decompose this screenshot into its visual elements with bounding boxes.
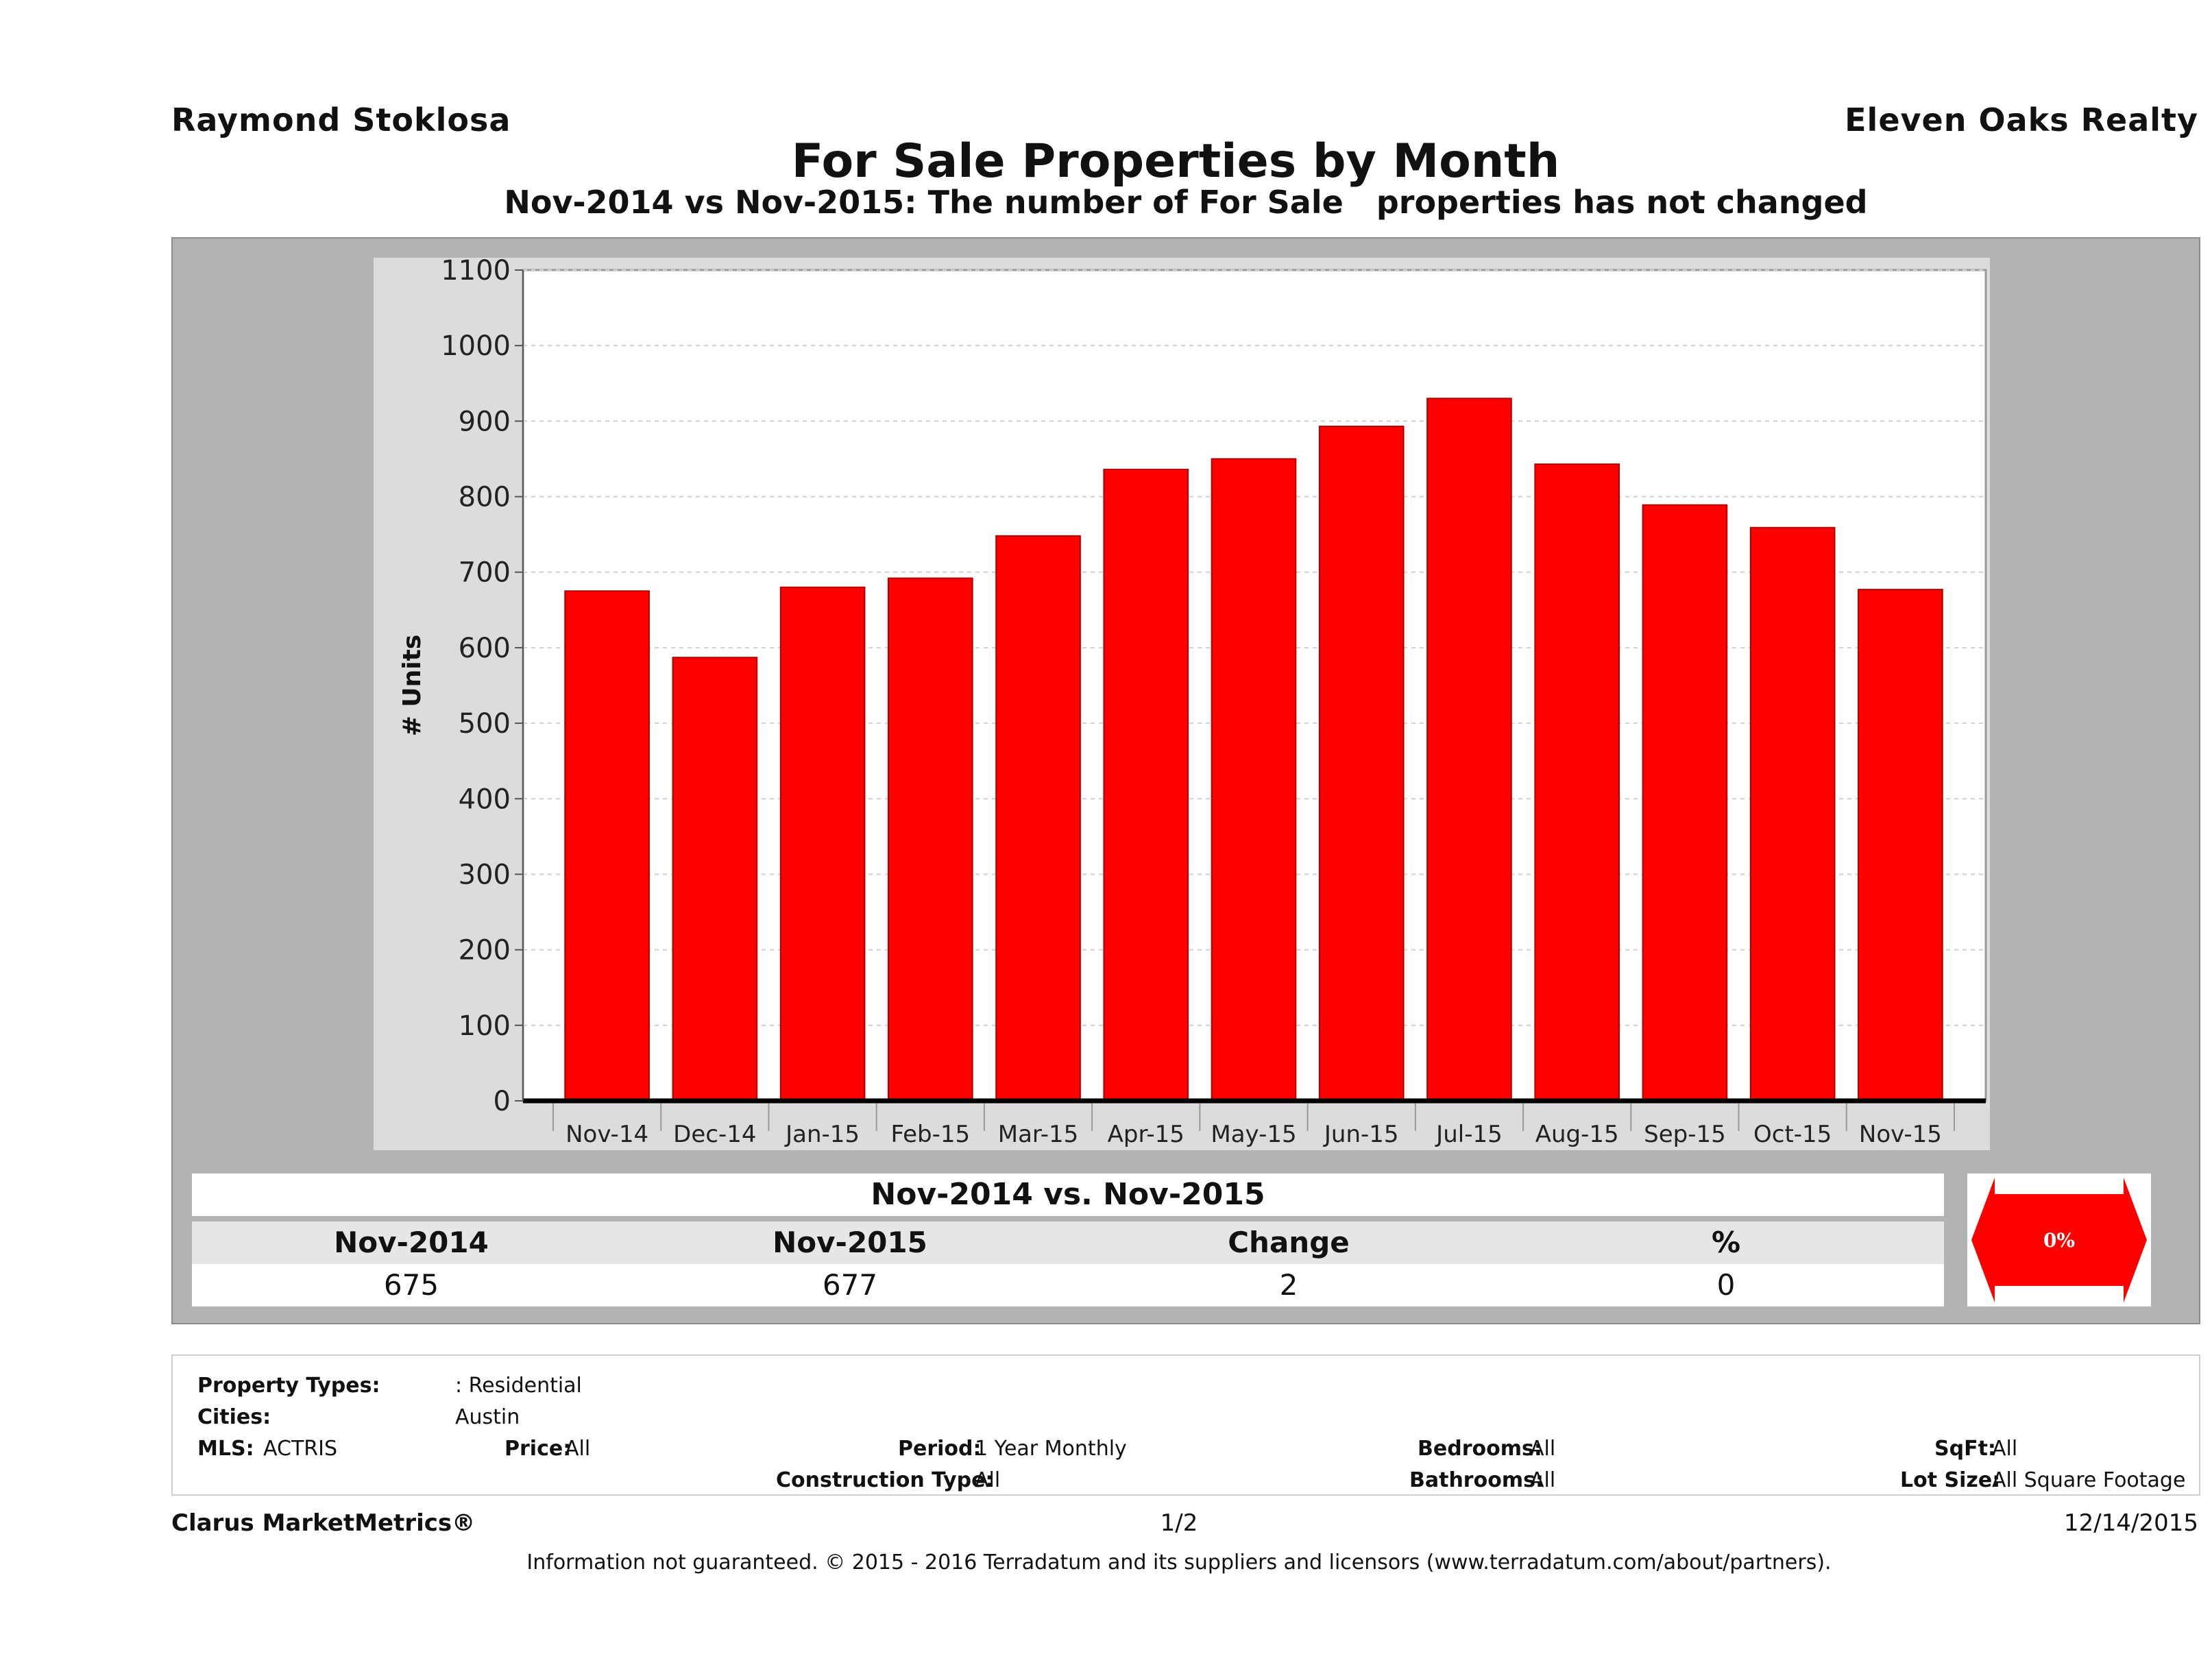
x-tick-label: Apr-15 (1108, 1121, 1184, 1148)
summary-col2-value: 677 (822, 1268, 878, 1302)
disclaimer: Information not guaranteed. © 2015 - 201… (526, 1551, 1832, 1574)
period-value: 1 Year Monthly (975, 1437, 1127, 1461)
bathrooms-label: Bathrooms: (1409, 1468, 1544, 1492)
y-tick-label: 400 (459, 783, 511, 815)
y-tick-label: 300 (459, 859, 511, 890)
price-value: All (565, 1437, 591, 1461)
summary-col1-value: 675 (383, 1268, 439, 1302)
y-tick-label: 800 (459, 482, 511, 513)
bar (1426, 398, 1512, 1102)
bar (995, 535, 1081, 1102)
y-tick-label: 100 (459, 1010, 511, 1042)
page-title: For Sale Properties by Month (791, 134, 1560, 189)
lot-size-value: All Square Footage (1992, 1468, 2186, 1492)
bathrooms-value: All (1530, 1468, 1556, 1492)
property-types-value: : Residential (455, 1374, 582, 1398)
summary-heading-row: Nov-2014 vs. Nov-2015 (192, 1174, 1944, 1216)
double-arrow-icon: 0% (1971, 1178, 2147, 1302)
x-tick-label: Aug-15 (1535, 1121, 1619, 1148)
bar (887, 577, 973, 1102)
summary-table: Nov-2014 vs. Nov-2015 Nov-2014 Nov-2015 … (192, 1174, 1944, 1306)
bar (564, 590, 650, 1102)
mls-label: MLS: (197, 1437, 254, 1461)
bar (779, 586, 866, 1102)
cities-label: Cities: (197, 1405, 271, 1429)
bar (1749, 526, 1836, 1102)
bar (1103, 468, 1189, 1102)
summary-col4-label: % (1711, 1226, 1741, 1259)
filter-criteria: Property Types: : Residential Cities: Au… (171, 1354, 2200, 1496)
cities-value: Austin (455, 1405, 520, 1429)
summary-col2-label: Nov-2015 (773, 1226, 927, 1259)
x-tick-label: Oct-15 (1753, 1121, 1832, 1148)
y-tick-label: 200 (459, 935, 511, 966)
page-subtitle: Nov-2014 vs Nov-2015: The number of For … (504, 184, 1868, 221)
construction-type-label: Construction Type: (776, 1468, 994, 1492)
x-tick-label: Nov-14 (566, 1121, 648, 1148)
change-indicator-label: 0% (2043, 1229, 2075, 1252)
bar (1318, 426, 1405, 1102)
report-date: 12/14/2015 (2064, 1509, 2198, 1537)
bedrooms-label: Bedrooms: (1418, 1437, 1542, 1461)
x-tick-label: Jan-15 (784, 1121, 860, 1148)
bar (672, 657, 758, 1102)
y-tick-label: 700 (459, 557, 511, 589)
bar (1642, 504, 1728, 1102)
sqft-label: SqFt: (1934, 1437, 1996, 1461)
bedrooms-value: All (1530, 1437, 1556, 1461)
y-tick-label: 500 (459, 708, 511, 740)
price-label: Price: (505, 1437, 572, 1461)
x-tick-label: Jun-15 (1323, 1121, 1399, 1148)
summary-heading: Nov-2014 vs. Nov-2015 (871, 1177, 1265, 1212)
mls-value: ACTRIS (263, 1437, 338, 1461)
bar (1211, 458, 1297, 1102)
bar (1534, 463, 1620, 1102)
x-tick-label: May-15 (1211, 1121, 1296, 1148)
x-tick-label: Feb-15 (890, 1121, 970, 1148)
bar (1858, 589, 1943, 1102)
brokerage-name: Eleven Oaks Realty (1845, 101, 2198, 138)
page-number: 1/2 (1160, 1509, 1198, 1537)
y-tick-label: 0 (494, 1086, 511, 1117)
x-tick-label: Nov-15 (1859, 1121, 1942, 1148)
summary-col4-value: 0 (1716, 1268, 1736, 1302)
x-tick-label: Jul-15 (1435, 1121, 1503, 1148)
lot-size-label: Lot Size: (1900, 1468, 2001, 1492)
footer-brand: Clarus MarketMetrics® (171, 1509, 476, 1537)
y-tick-label: 1100 (441, 258, 511, 287)
x-tick-label: Mar-15 (998, 1121, 1079, 1148)
summary-col1-label: Nov-2014 (334, 1226, 489, 1259)
y-axis-title: # Units (398, 635, 426, 737)
change-indicator: 0% (1967, 1174, 2151, 1306)
summary-col3-label: Change (1228, 1226, 1350, 1259)
summary-value-row: 675 677 2 0 (192, 1264, 1944, 1306)
y-tick-label: 900 (459, 406, 511, 437)
sqft-value: All (1992, 1437, 2018, 1461)
x-tick-label: Dec-14 (673, 1121, 756, 1148)
construction-type-value: All (975, 1468, 1001, 1492)
summary-col3-value: 2 (1279, 1268, 1298, 1302)
y-tick-label: 600 (459, 633, 511, 664)
x-tick-label: Sep-15 (1644, 1121, 1726, 1148)
summary-label-row: Nov-2014 Nov-2015 Change % (192, 1221, 1944, 1264)
agent-name: Raymond Stoklosa (171, 101, 511, 138)
bar-chart: 0 100 200 300 400 500 600 700 800 900 1000 1100 # Un… (398, 258, 1987, 1148)
period-label: Period: (898, 1437, 982, 1461)
property-types-label: Property Types: (197, 1374, 380, 1398)
y-tick-label: 1000 (441, 330, 511, 362)
